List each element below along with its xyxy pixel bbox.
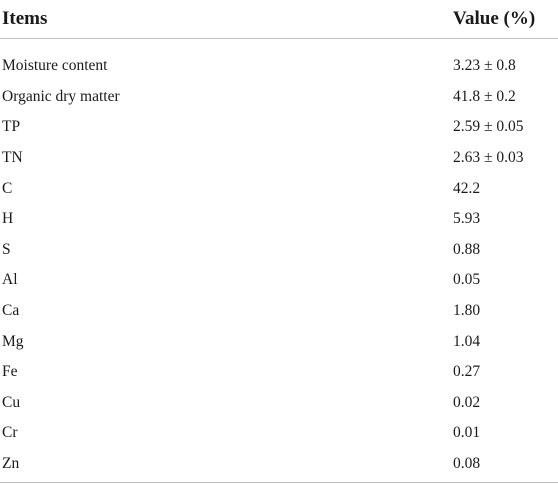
table-row: TP 2.59 ± 0.05: [0, 112, 558, 143]
column-header-value: Value (%): [453, 0, 558, 39]
table-row: Al 0.05: [0, 265, 558, 296]
table-bottom-rule: [0, 482, 558, 483]
table-row: S 0.88: [0, 235, 558, 266]
item-cell: Al: [2, 271, 18, 289]
value-cell: 0.02: [453, 393, 481, 411]
value-cell: 0.08: [453, 455, 481, 473]
item-cell: Cu: [2, 393, 21, 411]
value-cell: 1.04: [453, 332, 481, 350]
item-cell: Ca: [2, 302, 20, 320]
table-row: H 5.93: [0, 204, 558, 235]
table-row: C 42.2: [0, 173, 558, 204]
value-cell: 0.05: [453, 271, 481, 289]
table-row: TN 2.63 ± 0.03: [0, 143, 558, 174]
table-header-row: Items Value (%): [0, 0, 558, 39]
value-cell: 0.27: [453, 363, 481, 381]
table-row: Cr 0.01: [0, 418, 558, 449]
value-cell: 2.63 ± 0.03: [453, 149, 524, 167]
item-cell: Zn: [2, 455, 20, 473]
value-cell: 0.01: [453, 424, 481, 442]
table-row: Cu 0.02: [0, 388, 558, 419]
item-cell: H: [2, 210, 14, 228]
table-row: Moisture content 3.23 ± 0.8: [0, 39, 558, 82]
value-cell: 5.93: [453, 210, 481, 228]
item-cell: Organic dry matter: [2, 87, 120, 105]
value-cell: 3.23 ± 0.8: [453, 57, 516, 75]
item-cell: TP: [2, 118, 21, 136]
table-row: Organic dry matter 41.8 ± 0.2: [0, 82, 558, 113]
table-row: Fe 0.27: [0, 357, 558, 388]
table-row: Zn 0.08: [0, 449, 558, 480]
value-cell: 42.2: [453, 179, 481, 197]
value-cell: 41.8 ± 0.2: [453, 87, 516, 105]
item-cell: Mg: [2, 332, 24, 350]
value-cell: 0.88: [453, 240, 481, 258]
item-cell: Moisture content: [2, 57, 108, 75]
table-row: Ca 1.80: [0, 296, 558, 327]
item-cell: C: [2, 179, 13, 197]
item-cell: Fe: [2, 363, 18, 381]
column-header-items: Items: [0, 0, 453, 39]
item-cell: S: [2, 240, 11, 258]
item-cell: TN: [2, 149, 23, 167]
item-cell: Cr: [2, 424, 18, 442]
value-cell: 2.59 ± 0.05: [453, 118, 524, 136]
value-cell: 1.80: [453, 302, 481, 320]
table-row: Mg 1.04: [0, 326, 558, 357]
